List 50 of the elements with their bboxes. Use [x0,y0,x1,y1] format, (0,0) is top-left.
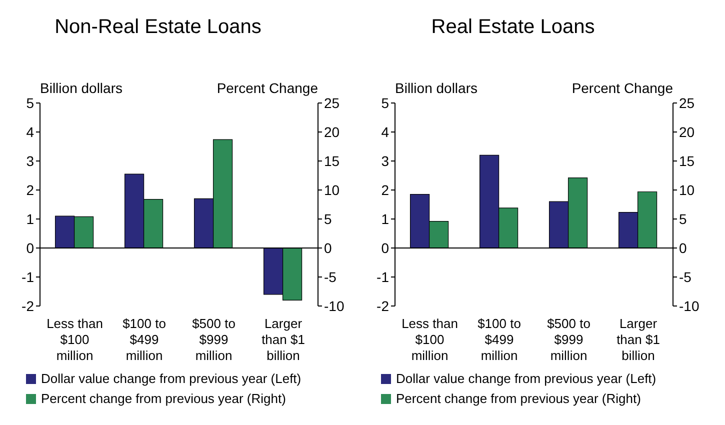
y2-tick-label: 5 [324,210,332,227]
y-tick-label: -1 [22,268,34,285]
y2-tick-label: 15 [324,152,340,169]
y2-tick-label: -10 [324,298,344,314]
y2-tick-label: 0 [324,240,332,256]
y-tick-label: 3 [26,152,34,169]
y-tick-label: -2 [376,298,390,314]
y-tick-label: 3 [381,152,390,169]
x-tick-label: Larger than $1 billion [262,316,305,363]
chart-title: Non-Real Estate Loans [54,16,262,39]
x-tick-label: $100 to $499 million [478,316,521,363]
legend-label: Dollar value change from previous year (Left) [41,370,302,388]
y2-axis-title: Percent Change [216,80,318,96]
x-tick-label: Larger than $1 billion [616,316,660,363]
y2-tick-label: 15 [679,152,695,169]
legend-label: Dollar value change from previous year (Left) [396,370,656,388]
y2-tick-label: 10 [679,182,695,198]
y-tick-label: 2 [26,182,34,198]
x-tick-label: Less than $100 million [402,316,458,363]
y-axis-title: Billion dollars [40,80,122,96]
legend-label: Percent change from previous year (Right) [396,390,641,408]
y-tick-label: 5 [381,94,390,111]
y2-tick-label: 25 [324,94,340,111]
y-tick-label: 1 [381,210,390,227]
y-tick-label: -2 [22,298,34,314]
y-tick-label: 4 [381,124,390,140]
y2-tick-label: 5 [679,210,687,227]
y-tick-label: 0 [26,240,34,256]
y-tick-label: 4 [26,124,34,140]
y2-tick-label: 0 [679,240,687,256]
y2-tick-label: -10 [679,298,700,314]
y2-tick-label: -5 [324,268,337,285]
y-tick-label: -1 [376,268,390,285]
y-tick-label: 1 [26,210,34,227]
legend-label: Percent change from previous year (Right) [41,390,286,408]
y-tick-label: 2 [381,182,390,198]
y2-tick-label: 20 [324,124,340,140]
x-tick-label: Less than $100 million [46,316,103,363]
y-tick-label: 0 [381,240,390,256]
x-tick-label: $500 to $999 million [547,316,590,363]
x-tick-label: $500 to $999 million [192,316,236,363]
y-axis-title: Billion dollars [395,80,478,96]
y2-tick-label: 25 [679,94,695,111]
y2-axis-title: Percent Change [570,80,673,96]
y2-tick-label: 20 [679,124,695,140]
y2-tick-label: -5 [679,268,692,285]
y-tick-label: 5 [26,94,34,111]
x-tick-label: $100 to $499 million [122,316,166,363]
chart-title: Real Estate Loans [430,16,596,39]
y2-tick-label: 10 [324,182,340,198]
